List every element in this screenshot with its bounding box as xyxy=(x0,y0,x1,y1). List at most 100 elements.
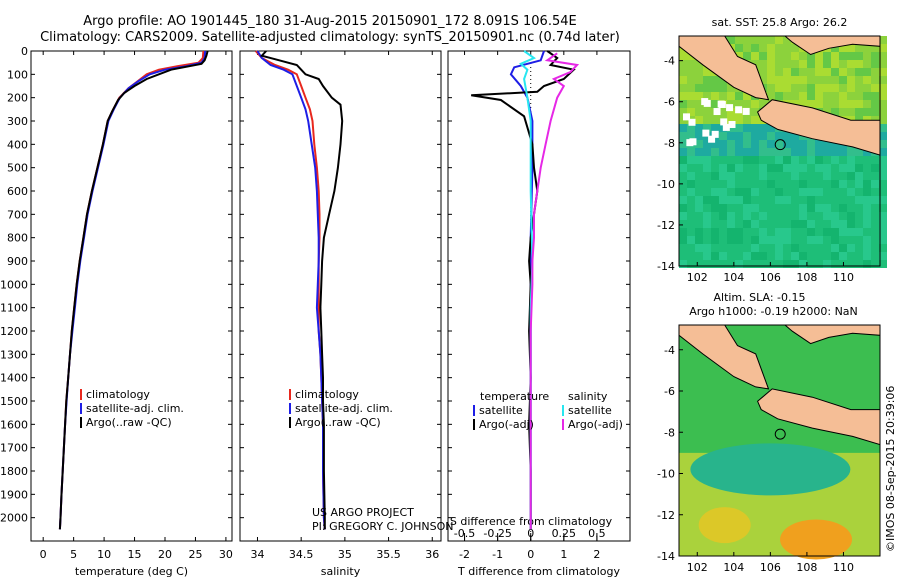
sst-cell xyxy=(839,60,847,68)
sst-cell xyxy=(719,244,727,252)
sst-cell xyxy=(831,92,839,100)
sst-cell xyxy=(871,92,879,100)
sst-cell xyxy=(719,164,727,172)
sst-cell xyxy=(727,188,735,196)
sst-cell xyxy=(847,236,855,244)
sst-cell xyxy=(727,108,735,116)
sst-cell xyxy=(863,92,871,100)
sst-cell xyxy=(775,148,783,156)
y-tick-label: 1400 xyxy=(0,372,28,385)
sst-cell xyxy=(767,68,775,76)
sst-cell xyxy=(679,84,687,92)
sst-cell xyxy=(775,156,783,164)
figure-title-line1: Argo profile: AO 1901445_180 31-Aug-2015… xyxy=(83,14,577,29)
sst-cell xyxy=(743,36,751,44)
sst-cell xyxy=(863,212,871,220)
sst-cell xyxy=(687,148,695,156)
salinity-panel: 34 34.5 35 35.5 36 salinity climatologysatelli… xyxy=(239,50,442,578)
sst-cell xyxy=(807,172,815,180)
sst-cell xyxy=(879,76,887,84)
sst-cell xyxy=(807,180,815,188)
sst-cell xyxy=(783,180,791,188)
series-line xyxy=(529,52,580,530)
sst-cell xyxy=(759,196,767,204)
sst-cell xyxy=(807,164,815,172)
sst-cell xyxy=(855,244,863,252)
sst-cell xyxy=(815,228,823,236)
sst-cell xyxy=(695,188,703,196)
sst-cell xyxy=(687,252,695,260)
sst-cell xyxy=(775,132,783,140)
sst-cell xyxy=(703,140,711,148)
y-tick-label: 200 xyxy=(7,92,28,105)
sst-cell xyxy=(695,236,703,244)
sst-cell xyxy=(807,156,815,164)
sst-cell xyxy=(879,52,887,60)
sst-cell xyxy=(815,164,823,172)
sst-cell xyxy=(871,260,879,268)
sst-cell xyxy=(879,60,887,68)
sst-cell xyxy=(879,220,887,228)
sst-cell xyxy=(791,140,799,148)
sst-cell xyxy=(799,92,807,100)
sst-cell xyxy=(879,196,887,204)
sst-cell xyxy=(695,244,703,252)
sst-cell xyxy=(799,196,807,204)
sst-cell xyxy=(839,236,847,244)
sst-cell xyxy=(799,180,807,188)
sst-cell xyxy=(719,140,727,148)
map-frame xyxy=(678,324,881,557)
sst-cell xyxy=(703,164,711,172)
sst-cell xyxy=(879,108,887,116)
sst-cell xyxy=(759,260,767,268)
sst-cell xyxy=(687,188,695,196)
sst-cell xyxy=(695,196,703,204)
sst-cell xyxy=(767,228,775,236)
y-tick-label: -8 xyxy=(664,426,675,439)
sst-cell xyxy=(823,252,831,260)
sst-cell xyxy=(703,68,711,76)
sst-cell xyxy=(719,156,727,164)
x-tick-label: -2 xyxy=(459,548,470,561)
sst-cell xyxy=(783,228,791,236)
sst-cell xyxy=(703,172,711,180)
sla-blob xyxy=(690,443,851,496)
sst-cell xyxy=(703,156,711,164)
sst-cell xyxy=(695,108,703,116)
sst-cell xyxy=(863,164,871,172)
sst-cell xyxy=(879,156,887,164)
sst-cell xyxy=(727,116,735,124)
sst-cell xyxy=(687,92,695,100)
sst-cell xyxy=(775,236,783,244)
sst-cell xyxy=(775,252,783,260)
sla-blob xyxy=(780,519,853,560)
sst-cell xyxy=(799,212,807,220)
sst-cell xyxy=(871,252,879,260)
sst-cell xyxy=(695,140,703,148)
sst-cell xyxy=(775,204,783,212)
sst-cell xyxy=(735,188,743,196)
sst-cell xyxy=(855,92,863,100)
sst-cell xyxy=(855,68,863,76)
sst-cell xyxy=(831,76,839,84)
legend-label: Argo(-adj) xyxy=(479,418,534,431)
sst-cell xyxy=(743,140,751,148)
sst-cell xyxy=(791,76,799,84)
missing-cell xyxy=(711,130,719,138)
imos-credit: ©IMOS 08-Sep-2015 20:39:06 xyxy=(884,386,897,552)
legend-label: Argo(..raw -QC) xyxy=(86,416,172,429)
sst-cell xyxy=(847,108,855,116)
x-tick-label: -1 xyxy=(492,548,503,561)
sst-cell xyxy=(799,52,807,60)
sst-cell xyxy=(815,60,823,68)
sst-cell xyxy=(791,68,799,76)
sst-cell xyxy=(791,260,799,268)
sst-cell xyxy=(703,188,711,196)
sst-cell xyxy=(831,252,839,260)
sst-cell xyxy=(847,196,855,204)
sst-cell xyxy=(743,204,751,212)
y-tick-label: -10 xyxy=(657,468,675,481)
sst-cell xyxy=(831,148,839,156)
sst-cell xyxy=(871,180,879,188)
